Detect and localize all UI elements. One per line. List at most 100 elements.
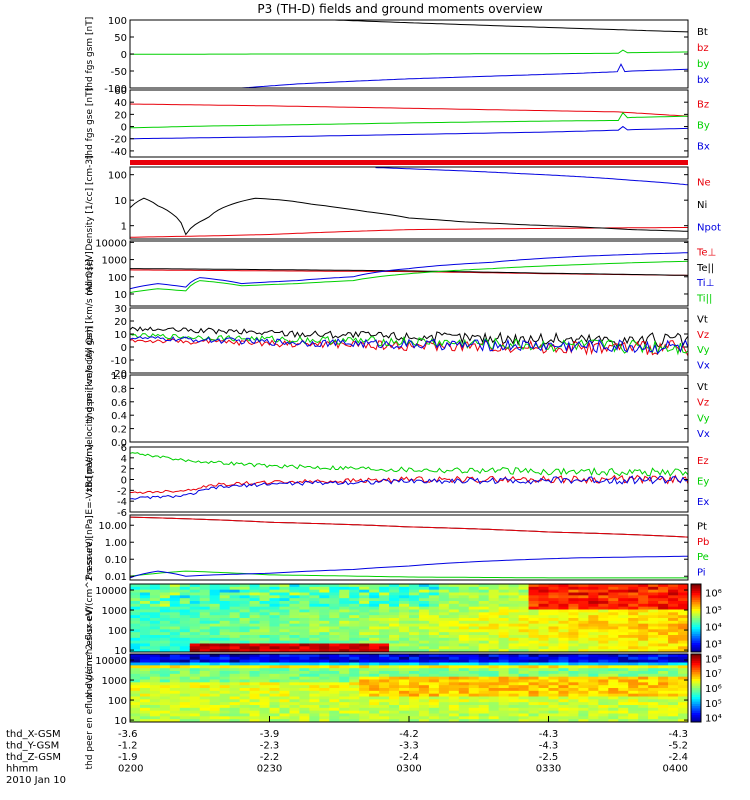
panel-frame xyxy=(129,583,689,653)
colorbar-segment xyxy=(691,647,701,651)
spectrogram-cell xyxy=(409,618,420,622)
spectrogram-cell xyxy=(299,662,310,666)
spectrogram-cell xyxy=(568,696,579,700)
spectrogram-cell xyxy=(279,609,291,613)
spectrogram-cell xyxy=(518,654,530,658)
spectrogram-cell xyxy=(468,584,480,588)
spectrogram-cell xyxy=(239,640,251,645)
spectrogram-cell xyxy=(159,719,171,722)
spectrogram-cell xyxy=(548,654,560,658)
spectrogram-cell xyxy=(189,632,201,636)
spectrogram-cell xyxy=(528,592,540,596)
spectrogram-cell xyxy=(179,586,191,591)
spectrogram-cell xyxy=(329,609,340,613)
spectrogram-cell xyxy=(149,620,161,625)
spectrogram-cell xyxy=(349,693,360,698)
spectrogram-cell xyxy=(628,643,639,647)
spectrogram-cell xyxy=(229,618,241,622)
spectrogram-cell xyxy=(478,668,490,672)
series-line-green xyxy=(130,260,688,294)
spectrogram-cell xyxy=(418,635,430,639)
spectrogram-cell xyxy=(458,649,470,652)
spectrogram-cell xyxy=(588,662,599,666)
spectrogram-cell xyxy=(478,679,490,683)
spectrogram-cell xyxy=(648,603,659,608)
spectrogram-cell xyxy=(399,665,410,669)
spectrogram-cell xyxy=(189,685,201,689)
spectrogram-cell xyxy=(219,620,231,625)
spectrogram-cell xyxy=(548,673,560,678)
spectrogram-cell xyxy=(289,595,300,599)
spectrogram-cell xyxy=(309,615,320,619)
spectrogram-cell xyxy=(130,713,141,717)
spectrogram-cell xyxy=(199,671,211,675)
spectrogram-cell xyxy=(448,640,460,645)
spectrogram-cell xyxy=(149,673,161,678)
spectrogram-cell xyxy=(618,606,629,611)
spectrogram-cell xyxy=(518,707,530,712)
spectrogram-cell xyxy=(219,598,231,602)
spectrogram-cell xyxy=(149,693,161,698)
spectrogram-cell xyxy=(130,659,141,664)
spectrogram-cell xyxy=(279,615,291,619)
spectrogram-cell xyxy=(289,699,300,703)
spectrogram-cell xyxy=(409,646,420,650)
spectrogram-cell xyxy=(498,586,510,591)
spectrogram-cell xyxy=(518,696,530,700)
spectrogram-cell xyxy=(598,713,609,717)
colorbar-segment xyxy=(691,629,701,633)
spectrogram-cell xyxy=(588,693,599,698)
spectrogram-cell xyxy=(199,612,211,616)
spectrogram-cell xyxy=(608,637,619,642)
y-tick-label: 0.2 xyxy=(111,425,127,436)
spectrogram-cell xyxy=(149,685,161,689)
spectrogram-cell xyxy=(448,598,460,602)
spectrogram-cell xyxy=(658,671,669,675)
spectrogram-cell xyxy=(538,595,550,599)
spectrogram-cell xyxy=(598,696,609,700)
legend-label: Ti|| xyxy=(696,293,712,304)
spectrogram-cell xyxy=(329,693,340,698)
spectrogram-cell xyxy=(189,623,201,628)
spectrogram-cell xyxy=(409,685,420,689)
spectrogram-cell xyxy=(628,601,639,605)
spectrogram-cell xyxy=(668,615,679,619)
spectrogram-cell xyxy=(309,662,320,666)
spectrogram-cell xyxy=(648,601,659,605)
spectrogram-cell xyxy=(658,679,669,683)
spectrogram-cell xyxy=(628,606,639,611)
spectrogram-cell xyxy=(678,632,688,636)
spectrogram-cell xyxy=(558,713,570,717)
spectrogram-cell xyxy=(458,623,470,628)
spectrogram-cell xyxy=(269,671,281,675)
spectrogram-cell xyxy=(339,612,350,616)
spectrogram-cell xyxy=(578,685,589,689)
spectrogram-cell xyxy=(528,659,540,664)
spectrogram-cell xyxy=(418,646,430,650)
spectrogram-cell xyxy=(189,637,201,642)
spectrogram-cell xyxy=(578,679,589,683)
spectrogram-cell xyxy=(159,685,171,689)
spectrogram-cell xyxy=(289,609,300,613)
spectrogram-cell xyxy=(319,615,330,619)
spectrogram-cell xyxy=(409,668,420,672)
spectrogram-cell xyxy=(369,637,380,642)
spectrogram-cell xyxy=(319,592,330,596)
spectrogram-cell xyxy=(538,673,550,678)
y-tick-label: 100 xyxy=(108,626,127,637)
spectrogram-cell xyxy=(239,719,251,722)
spectrogram-cell xyxy=(458,632,470,636)
spectrogram-cell xyxy=(498,656,510,661)
spectrogram-cell xyxy=(399,584,410,588)
spectrogram-cell xyxy=(319,632,330,636)
spectrogram-cell xyxy=(369,671,380,675)
spectrogram-cell xyxy=(568,656,579,661)
spectrogram-cell xyxy=(628,673,639,678)
spectrogram-cell xyxy=(638,705,649,709)
spectrogram-cell xyxy=(668,673,679,678)
spectrogram-cell xyxy=(159,696,171,700)
spectrogram-cell xyxy=(458,615,470,619)
spectrogram-cell xyxy=(468,629,480,633)
spectrogram-cell xyxy=(159,623,171,628)
